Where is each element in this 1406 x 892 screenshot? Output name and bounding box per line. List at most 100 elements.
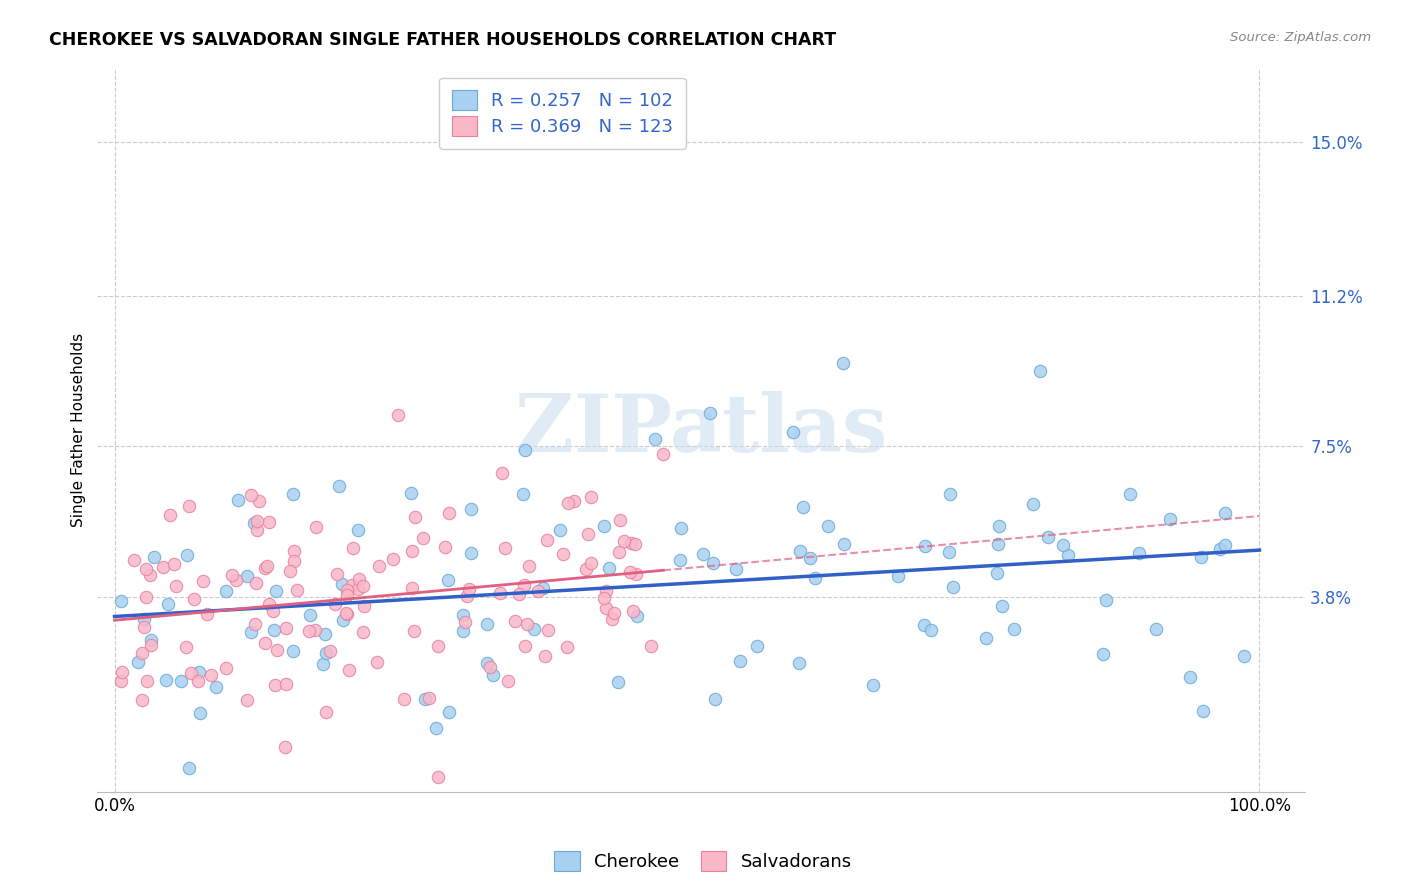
Point <box>598 561 620 575</box>
Point <box>404 510 426 524</box>
Point <box>454 615 477 629</box>
Point <box>283 487 305 501</box>
Point <box>536 533 558 547</box>
Point <box>624 537 647 551</box>
Point <box>381 552 404 566</box>
Point <box>517 559 540 574</box>
Point <box>340 578 363 592</box>
Point <box>516 617 538 632</box>
Point <box>205 681 228 695</box>
Point <box>1213 538 1236 552</box>
Point <box>491 467 513 481</box>
Point <box>513 639 536 653</box>
Point <box>337 664 360 678</box>
Point <box>135 562 157 576</box>
Text: CHEROKEE VS SALVADORAN SINGLE FATHER HOUSEHOLDS CORRELATION CHART: CHEROKEE VS SALVADORAN SINGLE FATHER HOU… <box>49 31 837 49</box>
Point <box>156 598 179 612</box>
Point <box>624 566 647 581</box>
Point <box>135 590 157 604</box>
Point <box>787 656 810 670</box>
Point <box>215 583 238 598</box>
Point <box>399 486 422 500</box>
Point <box>304 623 326 637</box>
Point <box>789 544 811 558</box>
Point <box>425 721 447 735</box>
Point <box>991 599 1014 614</box>
Point <box>253 561 276 575</box>
Point <box>245 575 267 590</box>
Point <box>938 545 960 559</box>
Point <box>111 665 134 680</box>
Point <box>620 535 643 549</box>
Point <box>523 622 546 636</box>
Point <box>141 638 163 652</box>
Point <box>834 537 856 551</box>
Point <box>704 692 727 706</box>
Point <box>253 635 276 649</box>
Point <box>427 770 450 784</box>
Point <box>595 583 617 598</box>
Point <box>603 606 626 620</box>
Point <box>368 558 391 573</box>
Point <box>782 425 804 439</box>
Point <box>451 624 474 638</box>
Point <box>914 539 936 553</box>
Point <box>730 654 752 668</box>
Point <box>792 500 814 515</box>
Point <box>177 760 200 774</box>
Point <box>200 668 222 682</box>
Point <box>1038 530 1060 544</box>
Point <box>326 567 349 582</box>
Point <box>607 545 630 559</box>
Point <box>401 581 423 595</box>
Point <box>1029 364 1052 378</box>
Point <box>593 591 616 605</box>
Point <box>1052 538 1074 552</box>
Point <box>315 646 337 660</box>
Point <box>263 623 285 637</box>
Point <box>264 584 287 599</box>
Point <box>1209 541 1232 556</box>
Point <box>226 492 249 507</box>
Point <box>595 601 617 615</box>
Point <box>136 673 159 688</box>
Point <box>352 579 374 593</box>
Point <box>273 739 295 754</box>
Point <box>335 606 357 620</box>
Point <box>174 640 197 655</box>
Point <box>619 565 641 579</box>
Point <box>553 547 575 561</box>
Point <box>165 579 187 593</box>
Point <box>240 625 263 640</box>
Point <box>353 599 375 613</box>
Point <box>548 523 571 537</box>
Point <box>457 582 479 597</box>
Point <box>699 406 721 420</box>
Point <box>626 609 648 624</box>
Point <box>692 547 714 561</box>
Point <box>1119 487 1142 501</box>
Text: Source: ZipAtlas.com: Source: ZipAtlas.com <box>1230 31 1371 45</box>
Point <box>496 674 519 689</box>
Point <box>1233 648 1256 663</box>
Point <box>349 572 371 586</box>
Point <box>593 519 616 533</box>
Point <box>131 693 153 707</box>
Point <box>413 692 436 706</box>
Point <box>188 665 211 680</box>
Point <box>264 677 287 691</box>
Point <box>453 608 475 623</box>
Point <box>644 432 666 446</box>
Point <box>513 442 536 457</box>
Point <box>460 546 482 560</box>
Point <box>328 479 350 493</box>
Point <box>1180 670 1202 684</box>
Point <box>336 607 359 622</box>
Point <box>920 624 942 638</box>
Point <box>439 506 461 520</box>
Point <box>412 531 434 545</box>
Point <box>555 640 578 654</box>
Point <box>488 586 510 600</box>
Point <box>183 592 205 607</box>
Point <box>669 553 692 567</box>
